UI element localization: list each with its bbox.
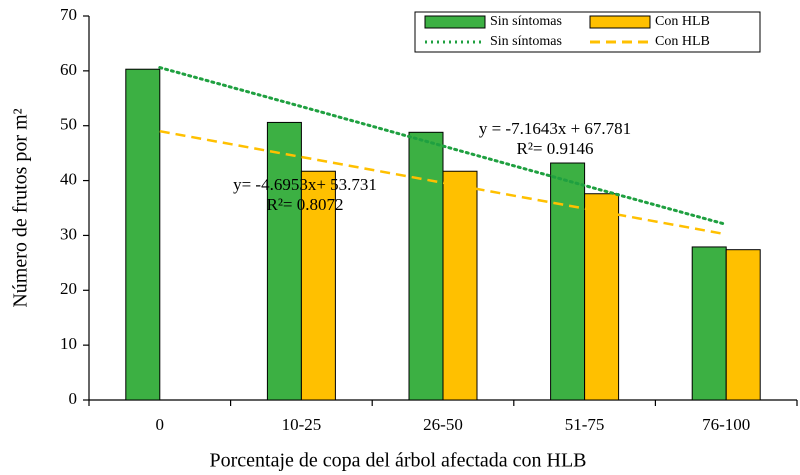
x-tick-label: 10-25 [282,415,322,434]
y-tick-label: 60 [60,60,77,79]
legend-label: Sin síntomas [490,14,562,29]
x-tick-label: 76-100 [702,415,750,434]
y-axis-label: Número de frutos por m² [10,108,32,307]
legend-label: Sin síntomas [490,34,562,49]
bar [550,162,586,401]
legend-label: Con HLB [655,14,710,29]
legend-label: Con HLB [655,34,710,49]
trend-equation: y = -7.1643x + 67.781 [479,119,631,138]
y-tick-label: 40 [60,169,77,188]
x-tick-label: 0 [156,415,165,434]
bar [442,170,478,401]
legend-swatch [589,15,651,29]
trend-line [158,66,728,226]
y-tick-label: 70 [60,5,77,24]
trend-equation: R²= 0.9146 [516,139,593,158]
y-tick-label: 30 [60,224,77,243]
bar [300,170,336,401]
bar [125,68,161,401]
bar [725,249,761,401]
y-tick-label: 50 [60,115,77,134]
bar [584,193,620,401]
y-tick-label: 10 [60,334,77,353]
trend-equation: R²= 0.8072 [266,195,343,214]
x-tick-label: 26-50 [423,415,463,434]
bar [408,131,444,401]
x-axis-label: Porcentaje de copa del árbol afectada co… [209,450,586,472]
bar [691,246,727,401]
bar [266,121,302,401]
x-tick-label: 51-75 [565,415,605,434]
trend-equation: y= -4.6953x+ 53.731 [233,175,377,194]
y-tick-label: 0 [69,389,78,408]
legend-swatch [424,15,486,29]
y-tick-label: 20 [60,279,77,298]
